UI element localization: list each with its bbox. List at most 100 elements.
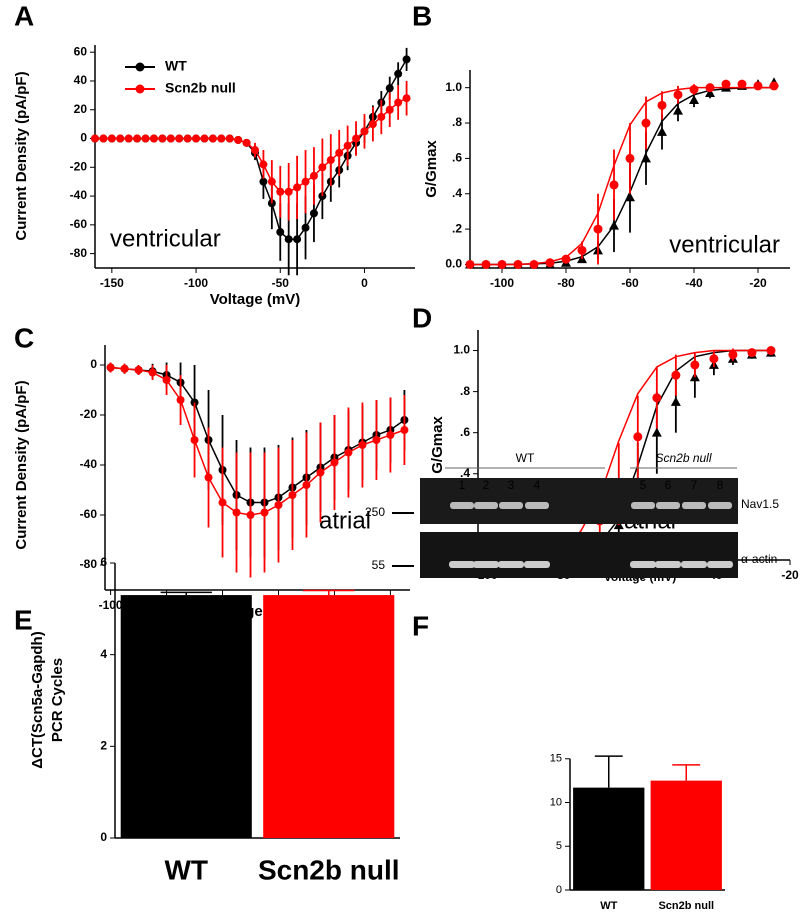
point: [670, 396, 681, 406]
point: [465, 259, 475, 269]
band: [655, 561, 681, 568]
point: [208, 134, 217, 143]
marker-label: 55: [372, 558, 386, 572]
band: [449, 561, 475, 568]
x-tick-label: -60: [621, 276, 639, 290]
band: [473, 561, 499, 568]
point: [302, 481, 311, 489]
y-axis-label: PCR Cycles: [49, 658, 66, 742]
point: [99, 134, 108, 143]
point: [259, 160, 268, 169]
point: [335, 148, 344, 157]
point: [260, 508, 269, 517]
point: [372, 436, 381, 444]
series-line: [110, 366, 405, 516]
point: [368, 120, 377, 129]
y-axis-label: Current Density (pA/pF): [13, 380, 30, 549]
panel-letter: F: [412, 610, 429, 641]
y-tick-label: 6: [100, 555, 107, 569]
panel-letter: A: [14, 0, 34, 31]
point: [609, 180, 619, 190]
group-label: Scn2b null: [655, 451, 711, 465]
y-tick-label: -40: [70, 188, 88, 202]
point: [728, 350, 738, 360]
band: [631, 502, 655, 509]
point: [652, 393, 662, 403]
point: [651, 427, 662, 437]
y-axis-label: G/Gmax: [423, 140, 440, 198]
x-tick-label: -20: [749, 276, 767, 290]
point: [641, 118, 651, 128]
band: [524, 561, 550, 568]
y-tick-label: 1.0: [445, 80, 462, 94]
band: [708, 502, 732, 509]
point: [200, 134, 209, 143]
point: [318, 163, 327, 172]
point: [769, 81, 779, 91]
point: [293, 235, 302, 244]
point: [190, 436, 199, 444]
point: [625, 153, 635, 163]
y-tick-label: -40: [80, 457, 98, 471]
annotation: ventricular: [110, 225, 221, 252]
y-axis-label: Current Density (pA/pF): [13, 71, 30, 240]
y-tick-label: 20: [74, 102, 88, 116]
legend-marker: [135, 84, 145, 94]
point: [106, 363, 115, 372]
point: [91, 134, 99, 143]
band: [681, 561, 707, 568]
marker-label: 250: [365, 505, 385, 519]
band: [707, 561, 733, 568]
lane-label: 3: [508, 478, 515, 492]
y-tick-label: 0.0: [445, 257, 462, 271]
point: [689, 84, 699, 94]
point: [251, 146, 259, 155]
x-tick-label: -20: [781, 568, 799, 582]
x-tick-label: -40: [685, 276, 703, 290]
lane-label: 7: [691, 478, 698, 492]
point: [690, 360, 700, 370]
x-tick-label: -150: [100, 276, 124, 290]
point: [641, 153, 651, 163]
blot-strip: [420, 532, 738, 578]
point: [402, 55, 411, 64]
group-label: WT: [516, 451, 535, 465]
point: [709, 354, 719, 364]
point: [232, 508, 241, 517]
x-tick-label: 0: [361, 276, 368, 290]
panel-letter: D: [412, 302, 432, 333]
point: [192, 134, 201, 143]
point: [529, 259, 539, 269]
point: [204, 473, 213, 482]
point: [689, 95, 699, 105]
point: [175, 134, 184, 143]
y-tick-label: 10: [550, 796, 562, 808]
legend-label: Scn2b null: [165, 80, 236, 96]
y-tick-label: .4: [460, 466, 470, 480]
point: [394, 69, 403, 78]
point: [301, 223, 310, 232]
point: [116, 134, 125, 143]
point: [274, 501, 283, 509]
annotation: atrial: [319, 507, 371, 534]
point: [721, 79, 731, 89]
point: [513, 259, 523, 269]
y-tick-label: .4: [452, 186, 462, 200]
point: [747, 348, 757, 358]
y-tick-label: .8: [460, 384, 470, 398]
point: [183, 134, 192, 143]
point: [217, 134, 226, 143]
y-tick-label: 0: [90, 357, 97, 371]
y-tick-label: 0: [556, 884, 562, 896]
annotation: ventricular: [669, 231, 780, 258]
y-tick-label: 15: [550, 753, 562, 765]
band: [630, 561, 656, 568]
point: [148, 368, 157, 377]
point: [133, 134, 142, 143]
point: [343, 141, 352, 150]
y-tick-label: -60: [80, 507, 98, 521]
band: [498, 561, 524, 568]
panel-letter: C: [14, 322, 34, 353]
legend-marker: [135, 62, 145, 72]
